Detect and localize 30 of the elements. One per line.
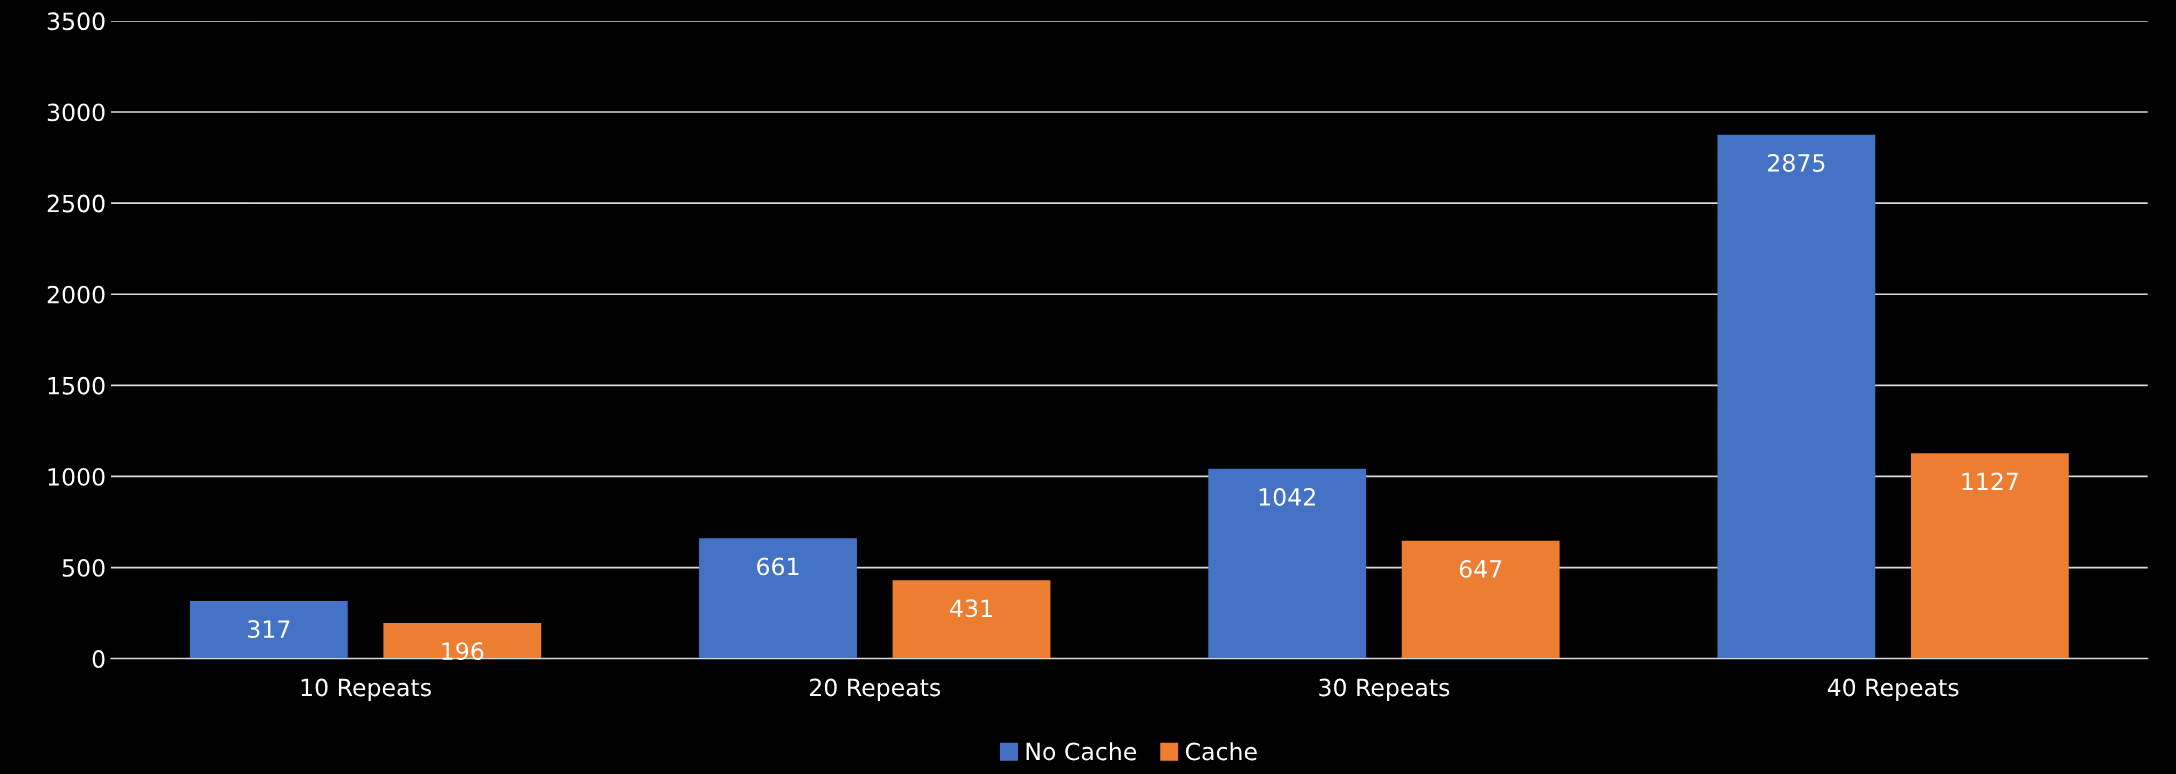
data-label: 196	[442, 642, 484, 661]
data-label: 2875	[1768, 154, 1825, 172]
data-label: 1127	[1962, 472, 2018, 491]
y-tick-label: 500	[62, 559, 105, 577]
bar	[1208, 468, 1367, 659]
bar	[892, 580, 1051, 659]
bar	[383, 622, 542, 659]
x-tick-label: 30 Repeats	[1319, 678, 1450, 701]
bar	[1910, 453, 2069, 659]
y-tick-label: 0	[92, 650, 105, 668]
x-tick-label: 10 Repeats	[301, 678, 431, 701]
data-label: 1042	[1259, 488, 1315, 506]
bar	[1401, 540, 1560, 659]
data-label: 431	[950, 599, 992, 618]
legend-label: No Cache	[1026, 742, 1137, 761]
x-tick-label: 20 Repeats	[810, 678, 941, 701]
y-tick-label: 3000	[47, 103, 105, 122]
data-label: 647	[1459, 560, 1502, 578]
data-label: 661	[757, 557, 799, 576]
bar	[699, 538, 857, 659]
bar	[1717, 134, 1876, 659]
bar	[189, 600, 348, 659]
legend-label: Cache	[1185, 742, 1257, 761]
y-tick-label: 3500	[47, 12, 105, 31]
y-tick-label: 1000	[48, 467, 105, 486]
x-tick-label: 40 Repeats	[1827, 678, 1959, 701]
data-label: 317	[248, 620, 290, 638]
y-tick-label: 2000	[47, 285, 105, 304]
y-tick-label: 1500	[48, 376, 105, 395]
y-tick-label: 2500	[47, 194, 105, 213]
